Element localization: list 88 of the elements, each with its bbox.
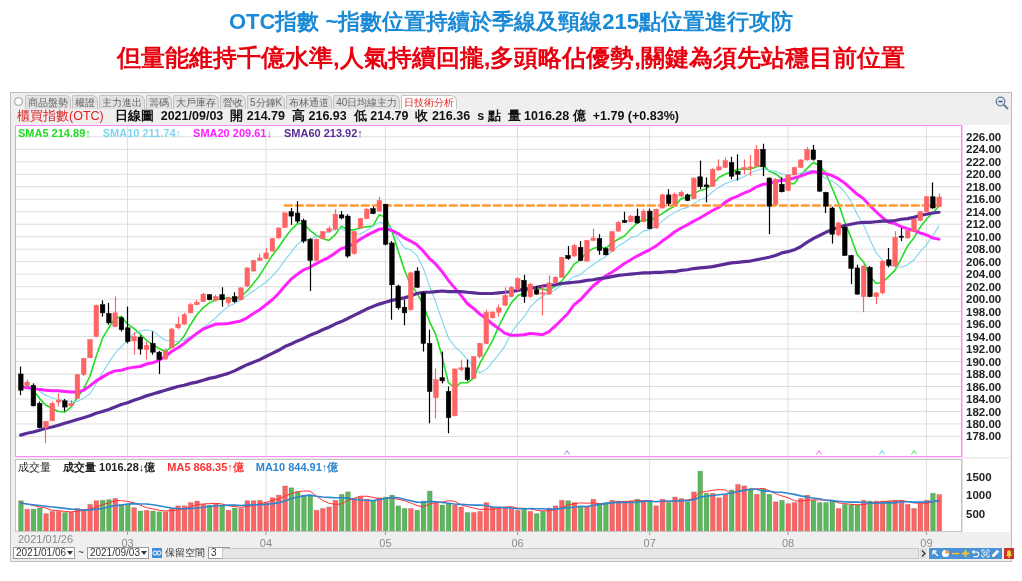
y-tick-label: 220.00 (966, 168, 1002, 181)
text: SMA5 214.89↑ (18, 127, 91, 140)
text: 布林通道 (286, 95, 333, 109)
y-tick-label: 500 (966, 507, 986, 520)
y-tick-label: 216.00 (966, 193, 1002, 206)
candlestick (18, 365, 24, 396)
text: 2021/09/03 (160, 109, 224, 124)
x-tick-label: 05 (379, 537, 392, 549)
y-tick-label: 186.00 (966, 380, 1002, 393)
y-tick-label: 204.00 (966, 268, 1002, 281)
text: 高 216.93 (292, 109, 347, 124)
candlestick (219, 286, 225, 308)
text: 權證 (72, 95, 98, 109)
y-tick-label: 200.00 (966, 293, 1002, 306)
candlestick (521, 274, 527, 304)
text: SMA10 211.74↑ (102, 127, 182, 140)
text: ~ (78, 547, 84, 559)
x-tick-label: 08 (781, 537, 795, 549)
text: 2021/01/06 (16, 547, 67, 559)
y-tick-label: 202.00 (966, 280, 1002, 293)
text: 40日均線主力 (333, 95, 401, 109)
candlestick (131, 331, 137, 356)
text: OTC指數 ~指數位置持續於季線及頸線215點位置進行攻防 (228, 9, 794, 34)
text: SMA60 213.92↑ (283, 127, 363, 140)
y-tick-label: 196.00 (966, 318, 1002, 331)
text: 但量能維持千億水準,人氣持續回攏,多頭略佔優勢,關鍵為須先站穩目前位置 (116, 44, 905, 71)
y-tick-label: 198.00 (966, 305, 1002, 318)
text: 5分鐘K (247, 95, 286, 109)
y-tick-label: 180.00 (966, 418, 1002, 431)
text: MA5 868.35↑億 (167, 461, 244, 474)
text: 2021/01/26 (18, 533, 74, 546)
text: SMA20 209.61↓ (193, 127, 272, 140)
text: MA10 844.91↑億 (255, 461, 339, 474)
text: 2021/09/03 (89, 547, 140, 559)
x-tick-label: 06 (511, 537, 524, 549)
y-tick-label: 182.00 (966, 405, 1002, 418)
text: 日線圖 (114, 109, 154, 124)
y-tick-label: 224.00 (966, 143, 1002, 156)
text: 3 (210, 547, 217, 559)
x-tick-label: 09 (920, 537, 933, 549)
y-tick-label: 184.00 (966, 393, 1002, 406)
y-tick-label: 218.00 (966, 180, 1002, 193)
text: 成交量 1016.28↓億 (63, 461, 156, 474)
candlestick (137, 334, 143, 356)
candlestick (439, 350, 445, 384)
y-tick-label: 188.00 (966, 368, 1002, 381)
y-tick-label: 226.00 (966, 130, 1002, 143)
candlestick (106, 302, 112, 326)
y-tick-label: 206.00 (966, 255, 1002, 268)
y-tick-label: 222.00 (966, 155, 1002, 168)
candlestick (144, 340, 150, 361)
y-tick-label: 192.00 (966, 343, 1002, 356)
text: 收 216.36 (415, 109, 471, 124)
y-tick-label: 190.00 (966, 355, 1002, 368)
x-tick-label: 07 (643, 537, 656, 549)
text: 籌碼 (146, 95, 172, 109)
candlestick (351, 230, 357, 256)
candlestick (886, 247, 892, 268)
y-tick-label: 1000 (966, 489, 992, 502)
text: s 點 (477, 109, 501, 124)
line-series (19, 210, 941, 437)
candlestick (433, 367, 439, 419)
candlestick (464, 359, 470, 382)
y-tick-label: 194.00 (966, 330, 1002, 343)
text: 櫃買指數(OTC) (17, 109, 104, 124)
y-tick-label: 212.00 (966, 218, 1002, 231)
text: 低 214.79 (353, 109, 409, 124)
candlestick (760, 143, 766, 177)
chart-title: 成交量 (18, 461, 51, 474)
text: 大戶庫存 (173, 95, 219, 109)
text: 量 1016.28 億 (507, 109, 586, 124)
y-tick-label: 210.00 (966, 230, 1002, 243)
text: +1.79 (+0.83%) (592, 109, 679, 124)
candlestick (414, 266, 420, 289)
x-tick-label: 03 (121, 537, 134, 549)
text: 營收 (220, 95, 246, 109)
text: 保留空間 (164, 547, 205, 559)
text: 日技術分析 (401, 95, 458, 109)
text: 商品盤勢 (25, 95, 71, 109)
y-tick-label: 208.00 (966, 243, 1002, 256)
candlestick (112, 296, 118, 328)
y-tick-label: 178.00 (966, 430, 1002, 443)
text: 開 214.79 (230, 109, 285, 124)
y-tick-label: 1500 (966, 470, 992, 483)
y-tick-label: 214.00 (966, 205, 1002, 218)
x-tick-label: 04 (259, 537, 273, 549)
text: 主力進出 (99, 95, 145, 109)
candlestick (930, 181, 936, 210)
